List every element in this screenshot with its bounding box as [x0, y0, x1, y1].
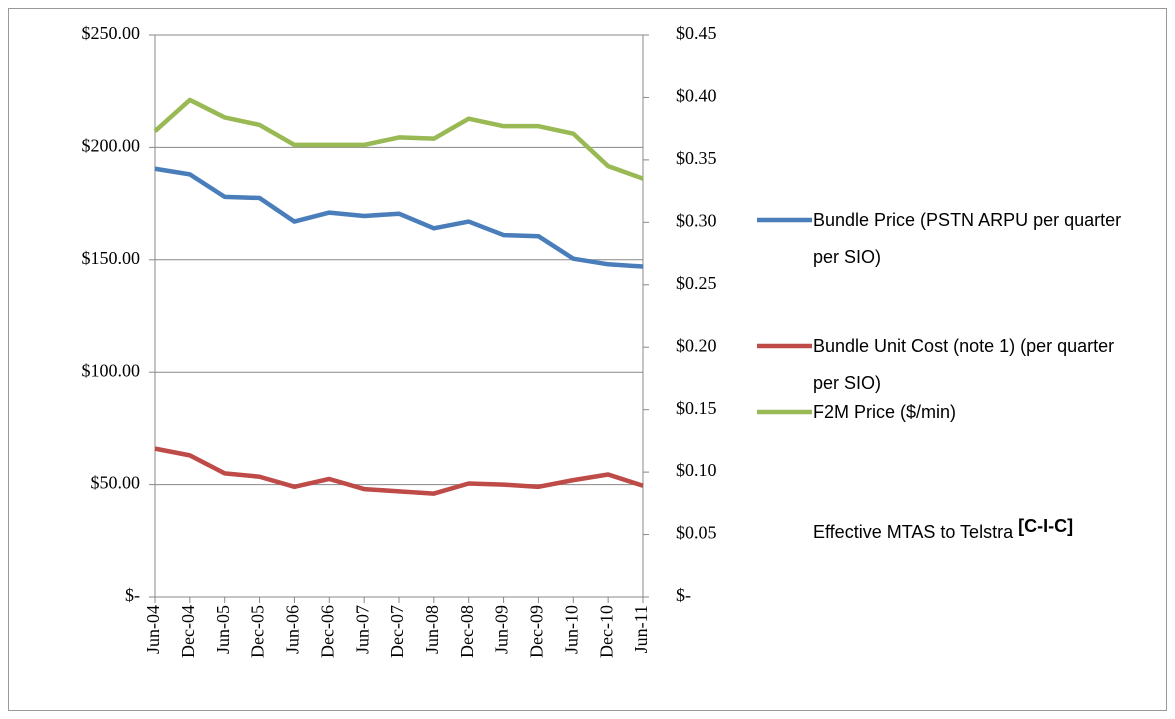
- x-tick-label: Dec-08: [457, 605, 477, 658]
- x-tick-label: Dec-04: [178, 605, 198, 658]
- x-tick-label: Jun-11: [631, 605, 651, 653]
- annotation-text: Effective MTAS to Telstra: [813, 522, 1014, 542]
- legend-label: F2M Price ($/min): [813, 402, 957, 422]
- x-tick-label: Jun-05: [213, 605, 233, 654]
- y2-tick-label: $0.25: [676, 273, 717, 293]
- y2-tick-label: $-: [676, 585, 691, 605]
- annotation-tag: [C-I-C]: [1018, 516, 1074, 536]
- y2-tick-label: $0.05: [676, 523, 717, 543]
- y-tick-label: $150.00: [82, 248, 141, 268]
- x-tick-label: Jun-07: [352, 605, 372, 654]
- x-tick-label: Jun-09: [492, 605, 512, 654]
- x-tick-label: Dec-06: [317, 605, 337, 658]
- x-tick-label: Jun-10: [561, 605, 581, 654]
- y2-tick-label: $0.35: [676, 148, 717, 168]
- y2-tick-label: $0.30: [676, 210, 717, 230]
- y-tick-label: $250.00: [82, 23, 141, 43]
- x-tick-label: Dec-10: [596, 605, 616, 658]
- y2-tick-label: $0.40: [676, 86, 717, 106]
- annotation: Effective MTAS to Telstra [C-I-C]: [813, 514, 1143, 551]
- y-tick-label: $200.00: [82, 136, 141, 156]
- y-tick-label: $-: [125, 585, 140, 605]
- legend-label: Bundle Price (PSTN ARPU per quarter per …: [813, 210, 1122, 267]
- y-tick-label: $50.00: [91, 473, 141, 493]
- chart-border: [8, 8, 1167, 711]
- series-line: [153, 97, 644, 181]
- y2-tick-label: $0.20: [676, 335, 717, 355]
- x-tick-label: Jun-04: [143, 605, 163, 654]
- series-line: [154, 446, 644, 496]
- y2-tick-label: $0.15: [676, 398, 717, 418]
- legend-label: Bundle Unit Cost (note 1) (per quarter p…: [813, 336, 1115, 393]
- series-line: [154, 166, 644, 269]
- y2-tick-label: $0.10: [676, 460, 717, 480]
- x-tick-label: Dec-09: [527, 605, 547, 658]
- y-tick-label: $100.00: [82, 360, 141, 380]
- x-tick-label: Jun-06: [283, 605, 303, 654]
- x-tick-label: Jun-08: [422, 605, 442, 654]
- x-tick-label: Dec-07: [387, 605, 407, 658]
- x-tick-label: Dec-05: [248, 605, 268, 658]
- y2-tick-label: $0.45: [676, 23, 717, 43]
